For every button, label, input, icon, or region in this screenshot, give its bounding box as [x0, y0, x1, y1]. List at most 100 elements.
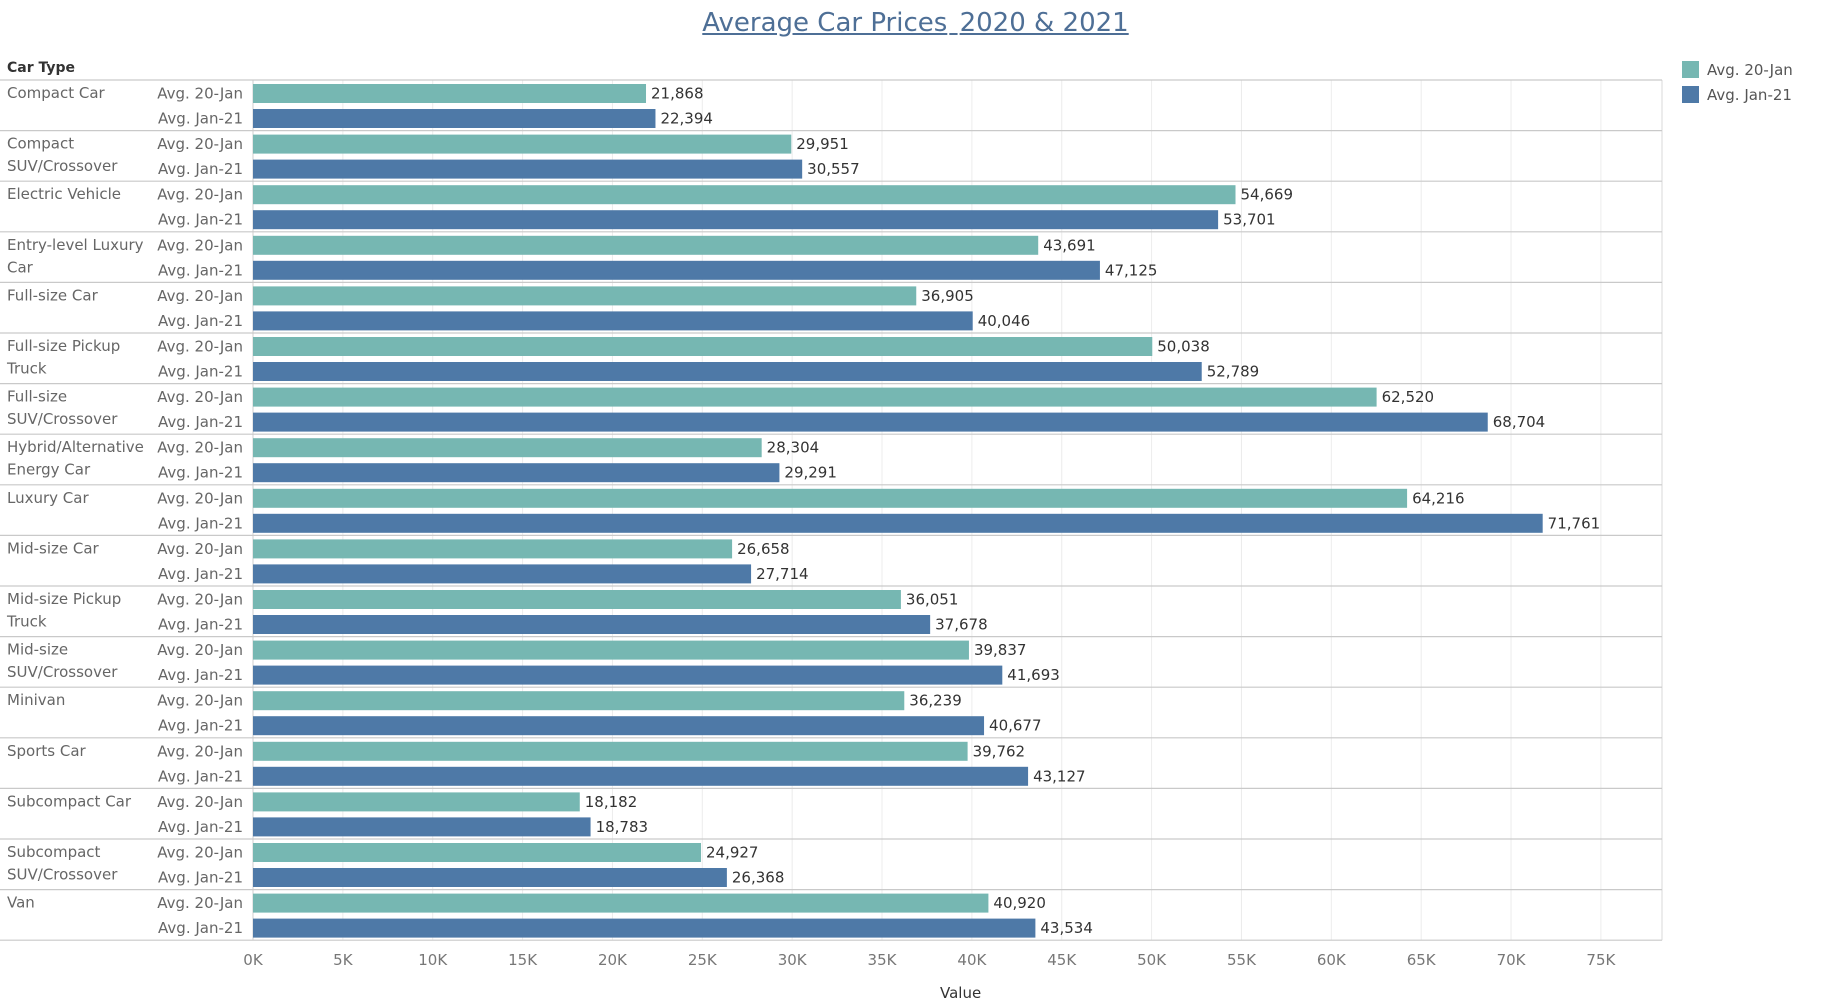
bar[interactable]: [253, 109, 656, 128]
bar[interactable]: [253, 741, 968, 761]
category-label: Mid-size Car: [7, 539, 100, 557]
data-label: 24,927: [706, 844, 759, 862]
category-label: Van: [7, 894, 35, 912]
series-label: Avg. Jan-21: [158, 363, 243, 381]
bar[interactable]: [253, 513, 1543, 533]
data-label: 62,520: [1382, 388, 1435, 406]
series-label: Avg. 20-Jan: [157, 388, 243, 406]
x-tick-label: 10K: [418, 951, 448, 969]
category-label: Energy Car: [7, 461, 91, 479]
bar[interactable]: [253, 918, 1036, 938]
bar[interactable]: [253, 210, 1219, 230]
x-tick-label: 15K: [508, 951, 538, 969]
bar[interactable]: [253, 766, 1029, 786]
bar[interactable]: [253, 868, 727, 887]
bar[interactable]: [253, 362, 1202, 381]
data-label: 18,783: [596, 818, 649, 836]
series-label: Avg. Jan-21: [158, 767, 243, 785]
series-label: Avg. 20-Jan: [157, 692, 243, 710]
data-label: 40,920: [993, 894, 1046, 912]
series-label: Avg. 20-Jan: [157, 186, 243, 204]
bar[interactable]: [253, 615, 931, 634]
x-tick-label: 40K: [957, 951, 987, 969]
category-label: Compact: [7, 135, 74, 153]
bar[interactable]: [253, 817, 591, 837]
series-label: Avg. 20-Jan: [157, 85, 243, 103]
series-label: Avg. 20-Jan: [157, 338, 243, 356]
bar[interactable]: [253, 893, 989, 913]
chart-title[interactable]: Average Car Prices 2020 & 2021: [0, 8, 1831, 38]
series-label: Avg. 20-Jan: [157, 844, 243, 862]
data-label: 43,127: [1033, 767, 1086, 785]
data-label: 40,677: [989, 717, 1042, 735]
bar[interactable]: [253, 792, 580, 812]
series-label: Avg. Jan-21: [158, 666, 243, 684]
bar[interactable]: [253, 539, 733, 559]
data-label: 21,868: [651, 85, 704, 103]
x-axis-title: Value: [940, 984, 982, 1002]
x-tick-label: 5K: [333, 951, 354, 969]
bar[interactable]: [253, 260, 1100, 280]
series-label: Avg. Jan-21: [158, 110, 243, 128]
chart-title-part-2[interactable]: 2020 & 2021: [959, 8, 1129, 38]
data-label: 41,693: [1007, 666, 1059, 684]
series-label: Avg. Jan-21: [158, 565, 243, 583]
legend-swatch-2020: [1682, 61, 1699, 78]
category-label: Mid-size: [7, 641, 68, 659]
category-label: Full-size: [7, 388, 67, 406]
category-label: Subcompact: [7, 843, 101, 861]
series-label: Avg. Jan-21: [158, 160, 243, 178]
legend-label-2020: Avg. 20-Jan: [1707, 60, 1793, 79]
legend: Avg. 20-Jan Avg. Jan-21: [1682, 57, 1793, 107]
legend-item-2020[interactable]: Avg. 20-Jan: [1682, 57, 1793, 82]
legend-item-2021[interactable]: Avg. Jan-21: [1682, 82, 1793, 107]
bar[interactable]: [253, 84, 647, 103]
bar[interactable]: [253, 286, 917, 306]
series-label: Avg. 20-Jan: [157, 236, 243, 254]
data-label: 26,368: [732, 869, 785, 887]
bar[interactable]: [253, 185, 1236, 205]
category-label: Truck: [6, 360, 47, 378]
bar[interactable]: [253, 387, 1377, 407]
x-tick-label: 45K: [1047, 951, 1077, 969]
bar[interactable]: [253, 438, 762, 458]
series-label: Avg. Jan-21: [158, 261, 243, 279]
bar[interactable]: [253, 691, 905, 711]
bar[interactable]: [253, 716, 985, 736]
bar[interactable]: [253, 564, 752, 584]
category-label: Full-size Car: [7, 286, 99, 304]
data-label: 29,951: [796, 135, 849, 153]
series-label: Avg. Jan-21: [158, 514, 243, 532]
x-tick-label: 75K: [1586, 951, 1616, 969]
bar[interactable]: [253, 843, 701, 862]
category-label: SUV/Crossover: [7, 157, 118, 175]
bar[interactable]: [253, 412, 1488, 432]
bar[interactable]: [253, 159, 803, 179]
data-label: 68,704: [1493, 413, 1546, 431]
series-label: Avg. 20-Jan: [157, 439, 243, 457]
data-label: 36,051: [906, 591, 959, 609]
bar[interactable]: [253, 590, 901, 609]
data-label: 50,038: [1157, 338, 1210, 356]
bar[interactable]: [253, 463, 780, 483]
x-tick-label: 20K: [598, 951, 628, 969]
x-tick-label: 70K: [1497, 951, 1527, 969]
bar[interactable]: [253, 665, 1003, 685]
bar[interactable]: [253, 640, 969, 660]
bar[interactable]: [253, 134, 792, 154]
x-tick-label: 35K: [868, 951, 898, 969]
bar[interactable]: [253, 311, 973, 331]
series-label: Avg. Jan-21: [158, 818, 243, 836]
data-label: 39,762: [973, 742, 1026, 760]
x-tick-label: 25K: [688, 951, 718, 969]
bar[interactable]: [253, 337, 1153, 356]
category-label: Full-size Pickup: [7, 337, 120, 355]
legend-label-2021: Avg. Jan-21: [1707, 85, 1792, 104]
bar[interactable]: [253, 235, 1039, 255]
category-label: Electric Vehicle: [7, 185, 121, 203]
series-label: Avg. Jan-21: [158, 464, 243, 482]
bar[interactable]: [253, 488, 1408, 508]
chart-title-part-1[interactable]: Average Car Prices: [702, 8, 948, 38]
series-label: Avg. 20-Jan: [157, 591, 243, 609]
data-label: 30,557: [807, 160, 860, 178]
